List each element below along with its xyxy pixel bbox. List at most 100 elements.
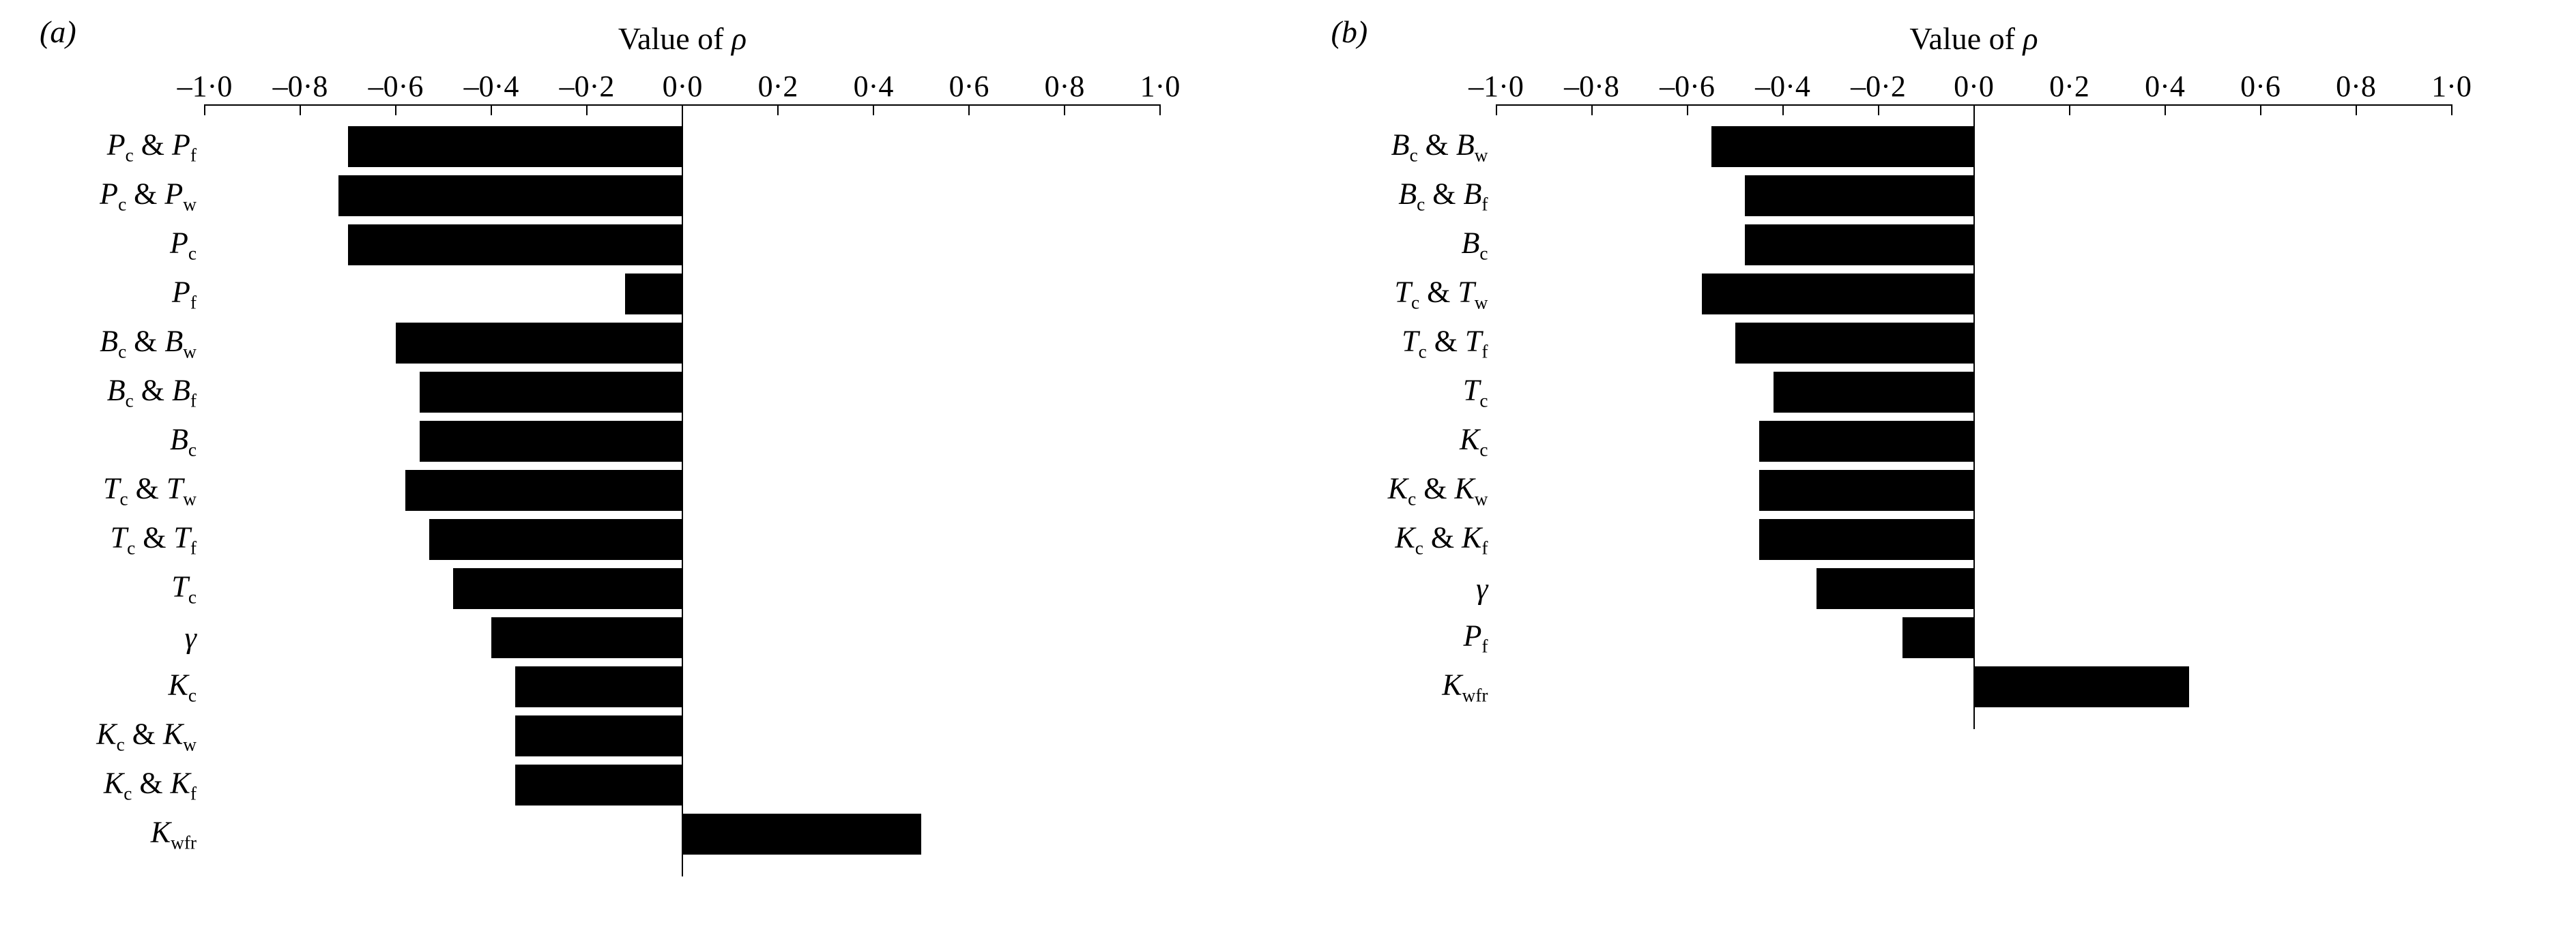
bar-row: Bc & Bw [1496, 122, 2452, 171]
x-tick-label: 0·4 [854, 69, 894, 104]
x-tick-label: 0·8 [2336, 69, 2376, 104]
x-axis-ticks: –1·0–0·8–0·6–0·4–0·20·00·20·40·60·81·0 [205, 63, 1160, 104]
x-tick-label: 0·6 [949, 69, 989, 104]
category-label: Kwfr [1442, 668, 1496, 707]
bar-row: Tc & Tf [205, 515, 1160, 564]
category-label: Kc & Kw [96, 717, 205, 756]
x-tick-label: –1·0 [177, 69, 233, 104]
category-label: γ [185, 621, 205, 655]
panel-a: (a)Value of ρ–1·0–0·8–0·6–0·4–0·20·00·20… [27, 20, 1258, 876]
bar [420, 421, 682, 462]
bar [515, 765, 682, 806]
x-tick-label: –0·8 [273, 69, 328, 104]
x-axis-title-text: Value of [618, 21, 732, 56]
x-axis-ticks: –1·0–0·8–0·6–0·4–0·20·00·20·40·60·81·0 [1496, 63, 2452, 104]
bar [1735, 323, 1974, 364]
x-tick-label: –0·6 [1660, 69, 1715, 104]
x-tick-label: 0·6 [2240, 69, 2281, 104]
chart-area: Pc & PfPc & PwPcPfBc & BwBc & BfBc Tc & T… [205, 104, 1160, 876]
x-tick-label: 0·2 [758, 69, 798, 104]
bar [1745, 175, 1974, 216]
bar-row: Tc [205, 564, 1160, 613]
bar-row: Bc [1496, 220, 2452, 269]
bar [625, 274, 682, 314]
bar-row: Bc & Bw [205, 319, 1160, 368]
bar-row: Pc & Pf [205, 122, 1160, 171]
bar [1902, 617, 1974, 658]
bar [420, 372, 682, 413]
panel-letter: (b) [1331, 14, 1368, 50]
x-tick-label: 1·0 [2431, 69, 2472, 104]
bar [515, 666, 682, 707]
bar-row: Kc & Kf [1496, 515, 2452, 564]
bar [1974, 666, 2189, 707]
category-label: Tc [1463, 373, 1496, 412]
bar-row: Kc [1496, 417, 2452, 466]
bar [1759, 519, 1974, 560]
bar-row: Pc [205, 220, 1160, 269]
x-tick-label: –0·6 [368, 69, 424, 104]
bar-row: Kwfr [1496, 662, 2452, 711]
bar [1702, 274, 1974, 314]
category-label: Pc & Pw [100, 177, 205, 216]
category-label: Bc & Bw [1391, 128, 1496, 166]
bar [429, 519, 682, 560]
category-label: Kc [1460, 422, 1496, 461]
bar-row: Kc & Kw [205, 711, 1160, 760]
bar [453, 568, 682, 609]
bar [1774, 372, 1974, 413]
bar [682, 814, 921, 855]
x-axis-title: Value of ρ [205, 20, 1160, 57]
bar-row: Pf [205, 269, 1160, 319]
x-axis-title: Value of ρ [1496, 20, 2452, 57]
x-tick-label: –0·4 [1755, 69, 1810, 104]
bar [491, 617, 682, 658]
category-label: Bc & Bf [1398, 177, 1496, 216]
bar [338, 175, 682, 216]
bar [396, 323, 682, 364]
category-label: Tc & Tf [111, 520, 205, 559]
bar-row: Kc & Kw [1496, 466, 2452, 515]
x-tick-label: –0·8 [1564, 69, 1619, 104]
category-label: Tc & Tw [103, 471, 205, 510]
x-tick-label: 1·0 [1140, 69, 1181, 104]
x-axis-title-text: Value of [1909, 21, 2023, 56]
bar-row: Tc & Tf [1496, 319, 2452, 368]
bar-row: Kc [205, 662, 1160, 711]
category-label: Pc [170, 226, 205, 265]
category-label: Kc & Kf [1395, 520, 1496, 559]
category-label: Tc & Tw [1394, 275, 1496, 314]
category-label: Kwfr [151, 815, 205, 854]
x-tick-label: 0·2 [2049, 69, 2089, 104]
plot-body: Pc & PfPc & PwPcPfBc & BwBc & BfBc Tc & T… [205, 104, 1160, 876]
bar [1759, 421, 1974, 462]
bar-row: Bc & Bf [1496, 171, 2452, 220]
x-tick-label: 0·8 [1045, 69, 1085, 104]
bar-row: Tc [1496, 368, 2452, 417]
category-label: Pf [1464, 619, 1496, 657]
bar-row: Kwfr [205, 810, 1160, 859]
category-label: Bc [170, 422, 205, 461]
x-tick-label: –0·4 [464, 69, 519, 104]
figure-row: (a)Value of ρ–1·0–0·8–0·6–0·4–0·20·00·20… [27, 20, 2549, 876]
category-label: Kc & Kf [104, 766, 205, 805]
bar [348, 224, 682, 265]
bar-row: Pc & Pw [205, 171, 1160, 220]
bar-row: Bc [205, 417, 1160, 466]
category-label: γ [1476, 572, 1496, 606]
category-label: Pf [172, 275, 205, 314]
bar [348, 126, 682, 167]
category-label: Kc & Kw [1388, 471, 1496, 510]
x-tick-label: 0·0 [663, 69, 703, 104]
x-axis-title-symbol: ρ [732, 21, 747, 56]
bar-row: Tc & Tw [1496, 269, 2452, 319]
bar [1745, 224, 1974, 265]
category-label: Pc & Pf [107, 128, 205, 166]
category-label: Bc & Bw [100, 324, 205, 363]
category-label: Bc & Bf [107, 373, 205, 412]
bar-row: Bc & Bf [205, 368, 1160, 417]
panel-b: (b)Value of ρ–1·0–0·8–0·6–0·4–0·20·00·20… [1319, 20, 2549, 729]
x-tick-label: 0·0 [1954, 69, 1994, 104]
bar [1817, 568, 1974, 609]
bar [515, 715, 682, 756]
